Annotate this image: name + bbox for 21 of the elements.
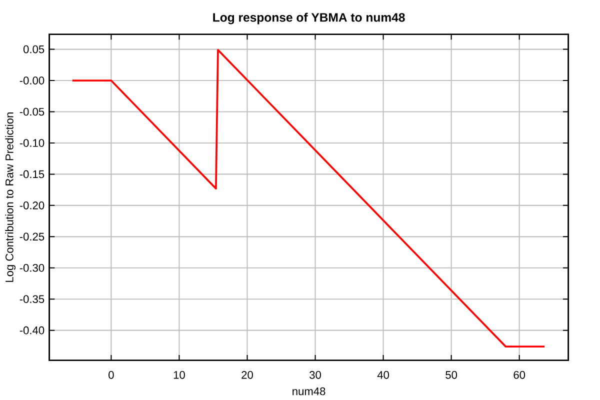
y-tick-label: -0.30 — [20, 264, 44, 272]
y-tick-label: 0.05 — [23, 45, 44, 54]
x-tick-label: 0 — [108, 371, 114, 379]
x-tick-label: 20 — [242, 371, 253, 379]
y-tick-label: -0.35 — [20, 295, 44, 304]
x-tick-label: 30 — [310, 371, 321, 379]
y-tick-label: -0.25 — [20, 232, 44, 241]
y-tick-label: -0.15 — [20, 170, 44, 178]
x-tick-label: 60 — [514, 371, 526, 379]
y-tick-label: -0.10 — [20, 139, 44, 147]
y-tick-label: -0.00 — [20, 76, 44, 84]
x-axis-title: num48 — [292, 387, 326, 396]
x-tick-label: 10 — [174, 371, 185, 379]
x-tick-label: 50 — [446, 371, 458, 379]
y-tick-label: -0.20 — [20, 202, 44, 210]
line-series — [71, 48, 546, 348]
x-tick-label: 40 — [377, 371, 390, 379]
y-tick-label: -0.05 — [20, 108, 44, 116]
y-tick-label: -0.40 — [20, 326, 44, 334]
chart-title: Log response of YBMA to num48 — [213, 12, 405, 24]
y-axis-title: Log Contribution to Raw Prediction — [5, 112, 16, 282]
